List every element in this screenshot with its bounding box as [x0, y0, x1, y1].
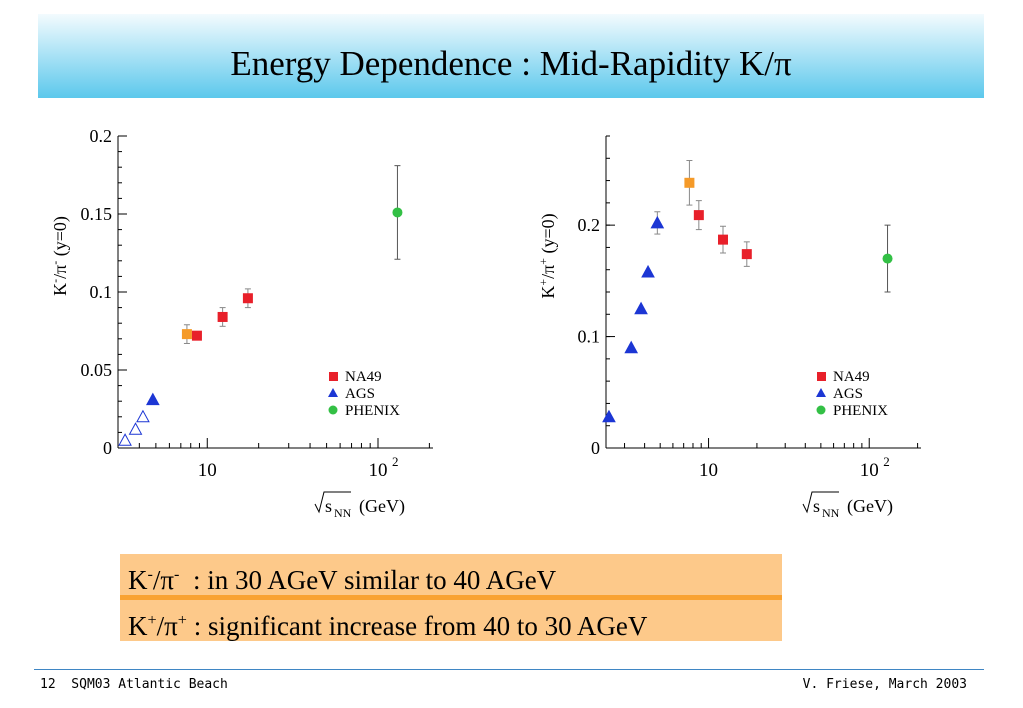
note-kminus: K-/π- : in 30 AGeV similar to 40 AGeV	[120, 554, 782, 595]
y-tick-label: 0	[591, 438, 600, 458]
note-ratio-den: π	[160, 565, 175, 595]
y-tick-label: 0	[103, 438, 112, 458]
legend-marker-ags	[328, 388, 338, 397]
legend-label: NA49	[345, 369, 382, 385]
legend-marker-phenix	[328, 405, 338, 415]
na49-point	[181, 329, 192, 340]
na49-point	[242, 293, 253, 304]
legend-label: PHENIX	[345, 403, 400, 419]
note-ratio-base-charge: +	[147, 611, 157, 629]
y-axis-label: K+/π+ (y=0)	[536, 213, 559, 298]
ags-point	[128, 422, 143, 435]
na49-point	[693, 210, 704, 221]
notes-box: K-/π- : in 30 AGeV similar to 40 AGeV K+…	[120, 554, 782, 641]
y-tick-label: 0.2	[578, 215, 601, 235]
legend-marker-phenix	[816, 405, 826, 415]
footer-right: V. Friese, March 2003	[802, 677, 967, 692]
ags-point	[118, 433, 132, 446]
ags-point	[641, 264, 655, 278]
x-tick-label: 10	[699, 460, 718, 481]
chart-2: 0 0.1 0.2 10 10 2 s NN (GeV) K+/π+ (y=0) NA49AGSP…	[536, 135, 921, 520]
x-tick-label: 10	[198, 460, 217, 481]
y-axis-label: K-/π- (y=0)	[48, 216, 71, 296]
y-tick-label: 0.1	[578, 327, 601, 347]
note-ratio-base-charge: -	[147, 565, 153, 583]
phenix-point	[882, 253, 893, 264]
ags-point	[624, 340, 639, 354]
note-kplus: K+/π+ : significant increase from 40 to …	[120, 600, 782, 641]
y-tick-label: 0.15	[81, 204, 113, 224]
legend-label: NA49	[833, 369, 870, 385]
note-ratio-den-charge: +	[177, 611, 187, 629]
x-tick-label-exponent: 2	[883, 454, 890, 469]
chart-1: 0 0.05 0.1 0.15 0.2 10 10 2 s NN (GeV) K-/π- (y=0)…	[48, 126, 433, 520]
title-bar: Energy Dependence : Mid-Rapidity K/π	[38, 14, 984, 98]
sqrt-sign	[314, 491, 351, 514]
x-label-main: s	[325, 496, 332, 516]
y-tick-label: 0.2	[90, 126, 113, 146]
note-text: : significant increase from 40 to 30 AGe…	[186, 611, 648, 641]
x-tick-label: 10	[860, 460, 879, 481]
footer-divider	[34, 669, 984, 670]
note-text: : in 30 AGeV similar to 40 AGeV	[179, 565, 557, 595]
na49-point	[684, 177, 695, 188]
y-tick-label: 0.1	[90, 282, 113, 302]
x-label-unit: (GeV)	[359, 496, 405, 517]
na49-point	[191, 330, 202, 341]
x-label-unit: (GeV)	[847, 496, 893, 517]
note-ratio-den: π	[164, 611, 178, 641]
ags-point	[146, 392, 160, 406]
na49-point	[741, 249, 752, 260]
legend-label: AGS	[345, 386, 375, 402]
ags-point	[650, 215, 665, 229]
x-label-subscript: NN	[334, 506, 352, 520]
na49-point	[717, 234, 728, 245]
legend-marker-na49	[329, 372, 338, 381]
phenix-point	[392, 207, 403, 218]
sqrt-sign	[802, 491, 839, 514]
note-ratio-den-charge: -	[174, 565, 180, 583]
note-separator	[120, 595, 782, 600]
slide-title: Energy Dependence : Mid-Rapidity K/π	[230, 44, 792, 83]
note-ratio-base: K	[128, 611, 148, 641]
x-tick-label-exponent: 2	[392, 454, 399, 469]
legend-label: PHENIX	[833, 403, 888, 419]
ags-point	[634, 301, 648, 315]
x-label-subscript: NN	[822, 506, 840, 520]
legend-marker-na49	[817, 372, 826, 381]
y-tick-label: 0.05	[81, 360, 113, 380]
x-label-main: s	[813, 496, 820, 516]
na49-point	[217, 311, 228, 322]
legend-label: AGS	[833, 386, 863, 402]
legend-marker-ags	[816, 388, 826, 397]
ags-point	[136, 409, 150, 423]
ags-point	[602, 409, 616, 423]
x-tick-label: 10	[368, 460, 387, 481]
footer-left: 12 SQM03 Atlantic Beach	[40, 677, 228, 692]
note-ratio-base: K	[128, 565, 148, 595]
